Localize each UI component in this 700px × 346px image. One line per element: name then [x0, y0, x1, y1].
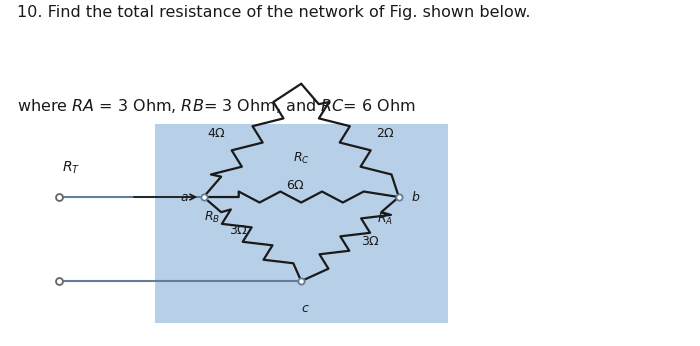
Text: b: b — [412, 191, 419, 203]
Text: $R_T$: $R_T$ — [62, 160, 80, 176]
Text: c: c — [301, 302, 308, 315]
Text: 3$\Omega$: 3$\Omega$ — [361, 235, 381, 248]
Text: where $RA$ = 3 Ohm, $RB$= 3 Ohm, and $RC$= 6 Ohm: where $RA$ = 3 Ohm, $RB$= 3 Ohm, and $RC… — [17, 98, 415, 116]
Text: $R_C$: $R_C$ — [293, 151, 309, 166]
Text: 3$\Omega$: 3$\Omega$ — [229, 224, 248, 237]
Text: 4$\Omega$: 4$\Omega$ — [206, 127, 226, 140]
Text: 6$\Omega$: 6$\Omega$ — [286, 179, 305, 192]
Text: $R_B$: $R_B$ — [204, 210, 220, 225]
FancyBboxPatch shape — [155, 124, 447, 323]
Text: 2$\Omega$: 2$\Omega$ — [377, 127, 395, 140]
Text: a: a — [181, 191, 188, 203]
Text: 10. Find the total resistance of the network of Fig. shown below.: 10. Find the total resistance of the net… — [17, 5, 530, 20]
Text: $R_A$: $R_A$ — [377, 212, 393, 227]
